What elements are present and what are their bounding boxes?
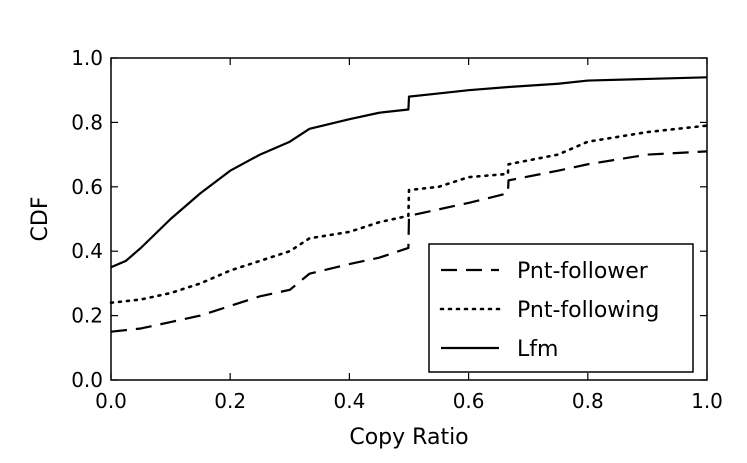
x-tick-label: 1.0 xyxy=(691,389,723,413)
x-tick-label: 0.0 xyxy=(95,389,127,413)
axes-layer: 0.0 0.2 0.4 0.6 0.8 1.0 0.0 0.2 0.4 0.6 0.8 1.0 xyxy=(71,46,723,413)
y-tick-label: 1.0 xyxy=(71,46,103,70)
y-tick-label: 0.0 xyxy=(71,368,103,392)
series-line-lfm xyxy=(110,76,708,269)
series-line-pnt-follower xyxy=(110,150,708,333)
plot-frame xyxy=(110,57,708,381)
x-tick-label: 0.8 xyxy=(572,389,604,413)
y-tick-label: 0.6 xyxy=(71,175,103,199)
legend-label: Lfm xyxy=(517,337,558,362)
x-tick-label: 0.6 xyxy=(453,389,485,413)
series-layer xyxy=(109,76,709,333)
x-axis-label: Copy Ratio xyxy=(349,425,468,450)
x-tick-label: 0.2 xyxy=(214,389,246,413)
y-axis-label: CDF xyxy=(28,197,53,242)
legend: Pnt-follower Pnt-following Lfm xyxy=(428,243,694,373)
series-line-pnt-following xyxy=(109,124,709,305)
y-tick-label: 0.8 xyxy=(71,110,103,134)
x-tick-label: 0.4 xyxy=(333,389,365,413)
legend-label: Pnt-follower xyxy=(517,259,649,284)
legend-label: Pnt-following xyxy=(517,298,659,323)
y-tick-label: 0.4 xyxy=(71,239,103,263)
y-tick-label: 0.2 xyxy=(71,304,103,328)
